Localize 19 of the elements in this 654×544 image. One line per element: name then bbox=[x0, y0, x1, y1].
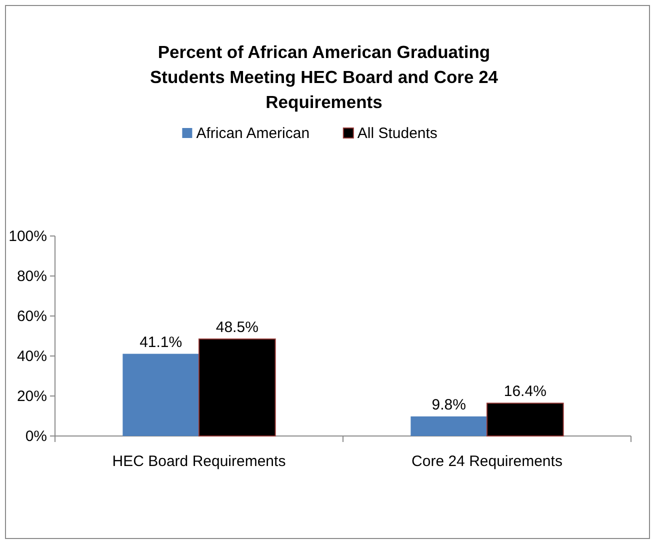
y-tick-label: 100% bbox=[8, 228, 47, 245]
y-tick-label: 80% bbox=[16, 268, 47, 285]
y-tick-label: 40% bbox=[16, 348, 47, 365]
y-tick-label: 20% bbox=[16, 388, 47, 405]
legend-label: African American bbox=[196, 125, 310, 142]
chart-title: Percent of African American Graduating Students Meeting HEC Board and Core 24 Requirements bbox=[150, 42, 498, 112]
text: 41.1% bbox=[140, 334, 182, 351]
legend-label: All Students bbox=[357, 125, 438, 142]
text: 48.5% bbox=[216, 319, 258, 336]
y-tick-label: 60% bbox=[16, 308, 47, 325]
text: 9.8% bbox=[432, 396, 466, 414]
text: 16.4% bbox=[504, 383, 546, 400]
bar bbox=[486, 402, 564, 436]
bar bbox=[122, 354, 199, 436]
bar bbox=[198, 338, 276, 436]
y-tick-label: 0% bbox=[25, 428, 47, 445]
bar bbox=[410, 416, 487, 436]
x-tick-label: HEC Board Requirements bbox=[112, 453, 286, 470]
x-tick-label: Core 24 Requirements bbox=[412, 453, 562, 470]
